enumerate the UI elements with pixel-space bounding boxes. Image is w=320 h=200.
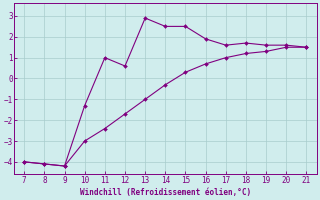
X-axis label: Windchill (Refroidissement éolien,°C): Windchill (Refroidissement éolien,°C) bbox=[80, 188, 251, 197]
